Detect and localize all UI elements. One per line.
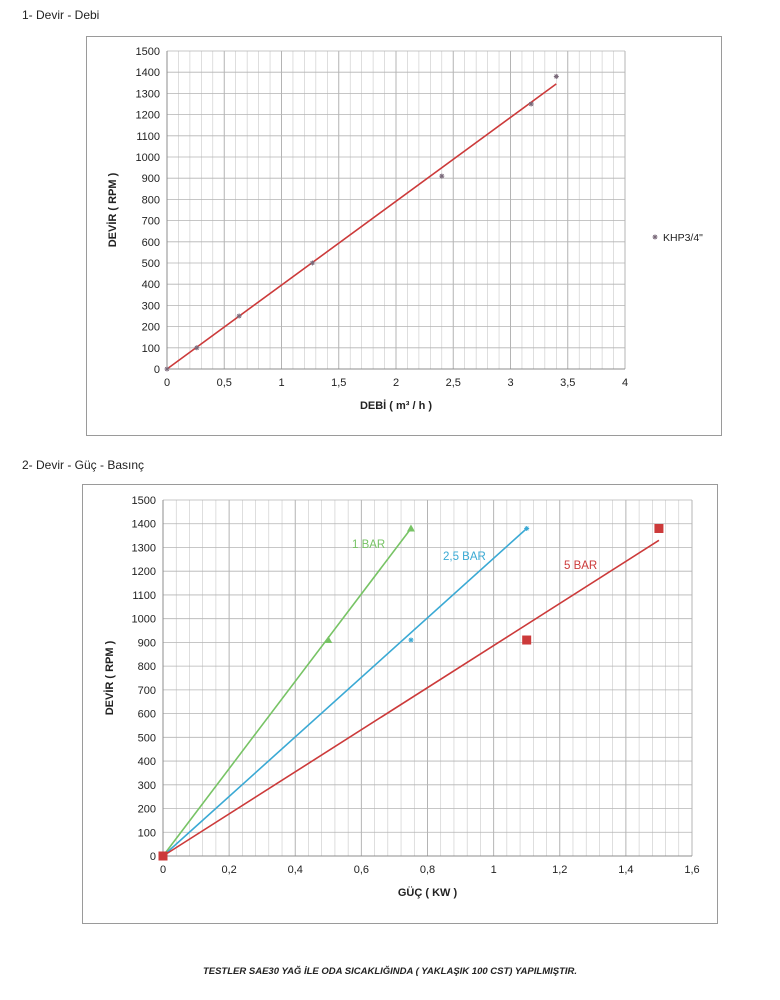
chart2-section-title: 2- Devir - Güç - Basınç	[22, 458, 145, 472]
footer-note: TESTLER SAE30 YAĞ İLE ODA SICAKLIĞINDA (…	[202, 966, 578, 977]
chart2-frame	[82, 484, 718, 924]
chart1-frame	[86, 36, 722, 436]
chart1-section-title: 1- Devir - Debi	[22, 8, 100, 22]
